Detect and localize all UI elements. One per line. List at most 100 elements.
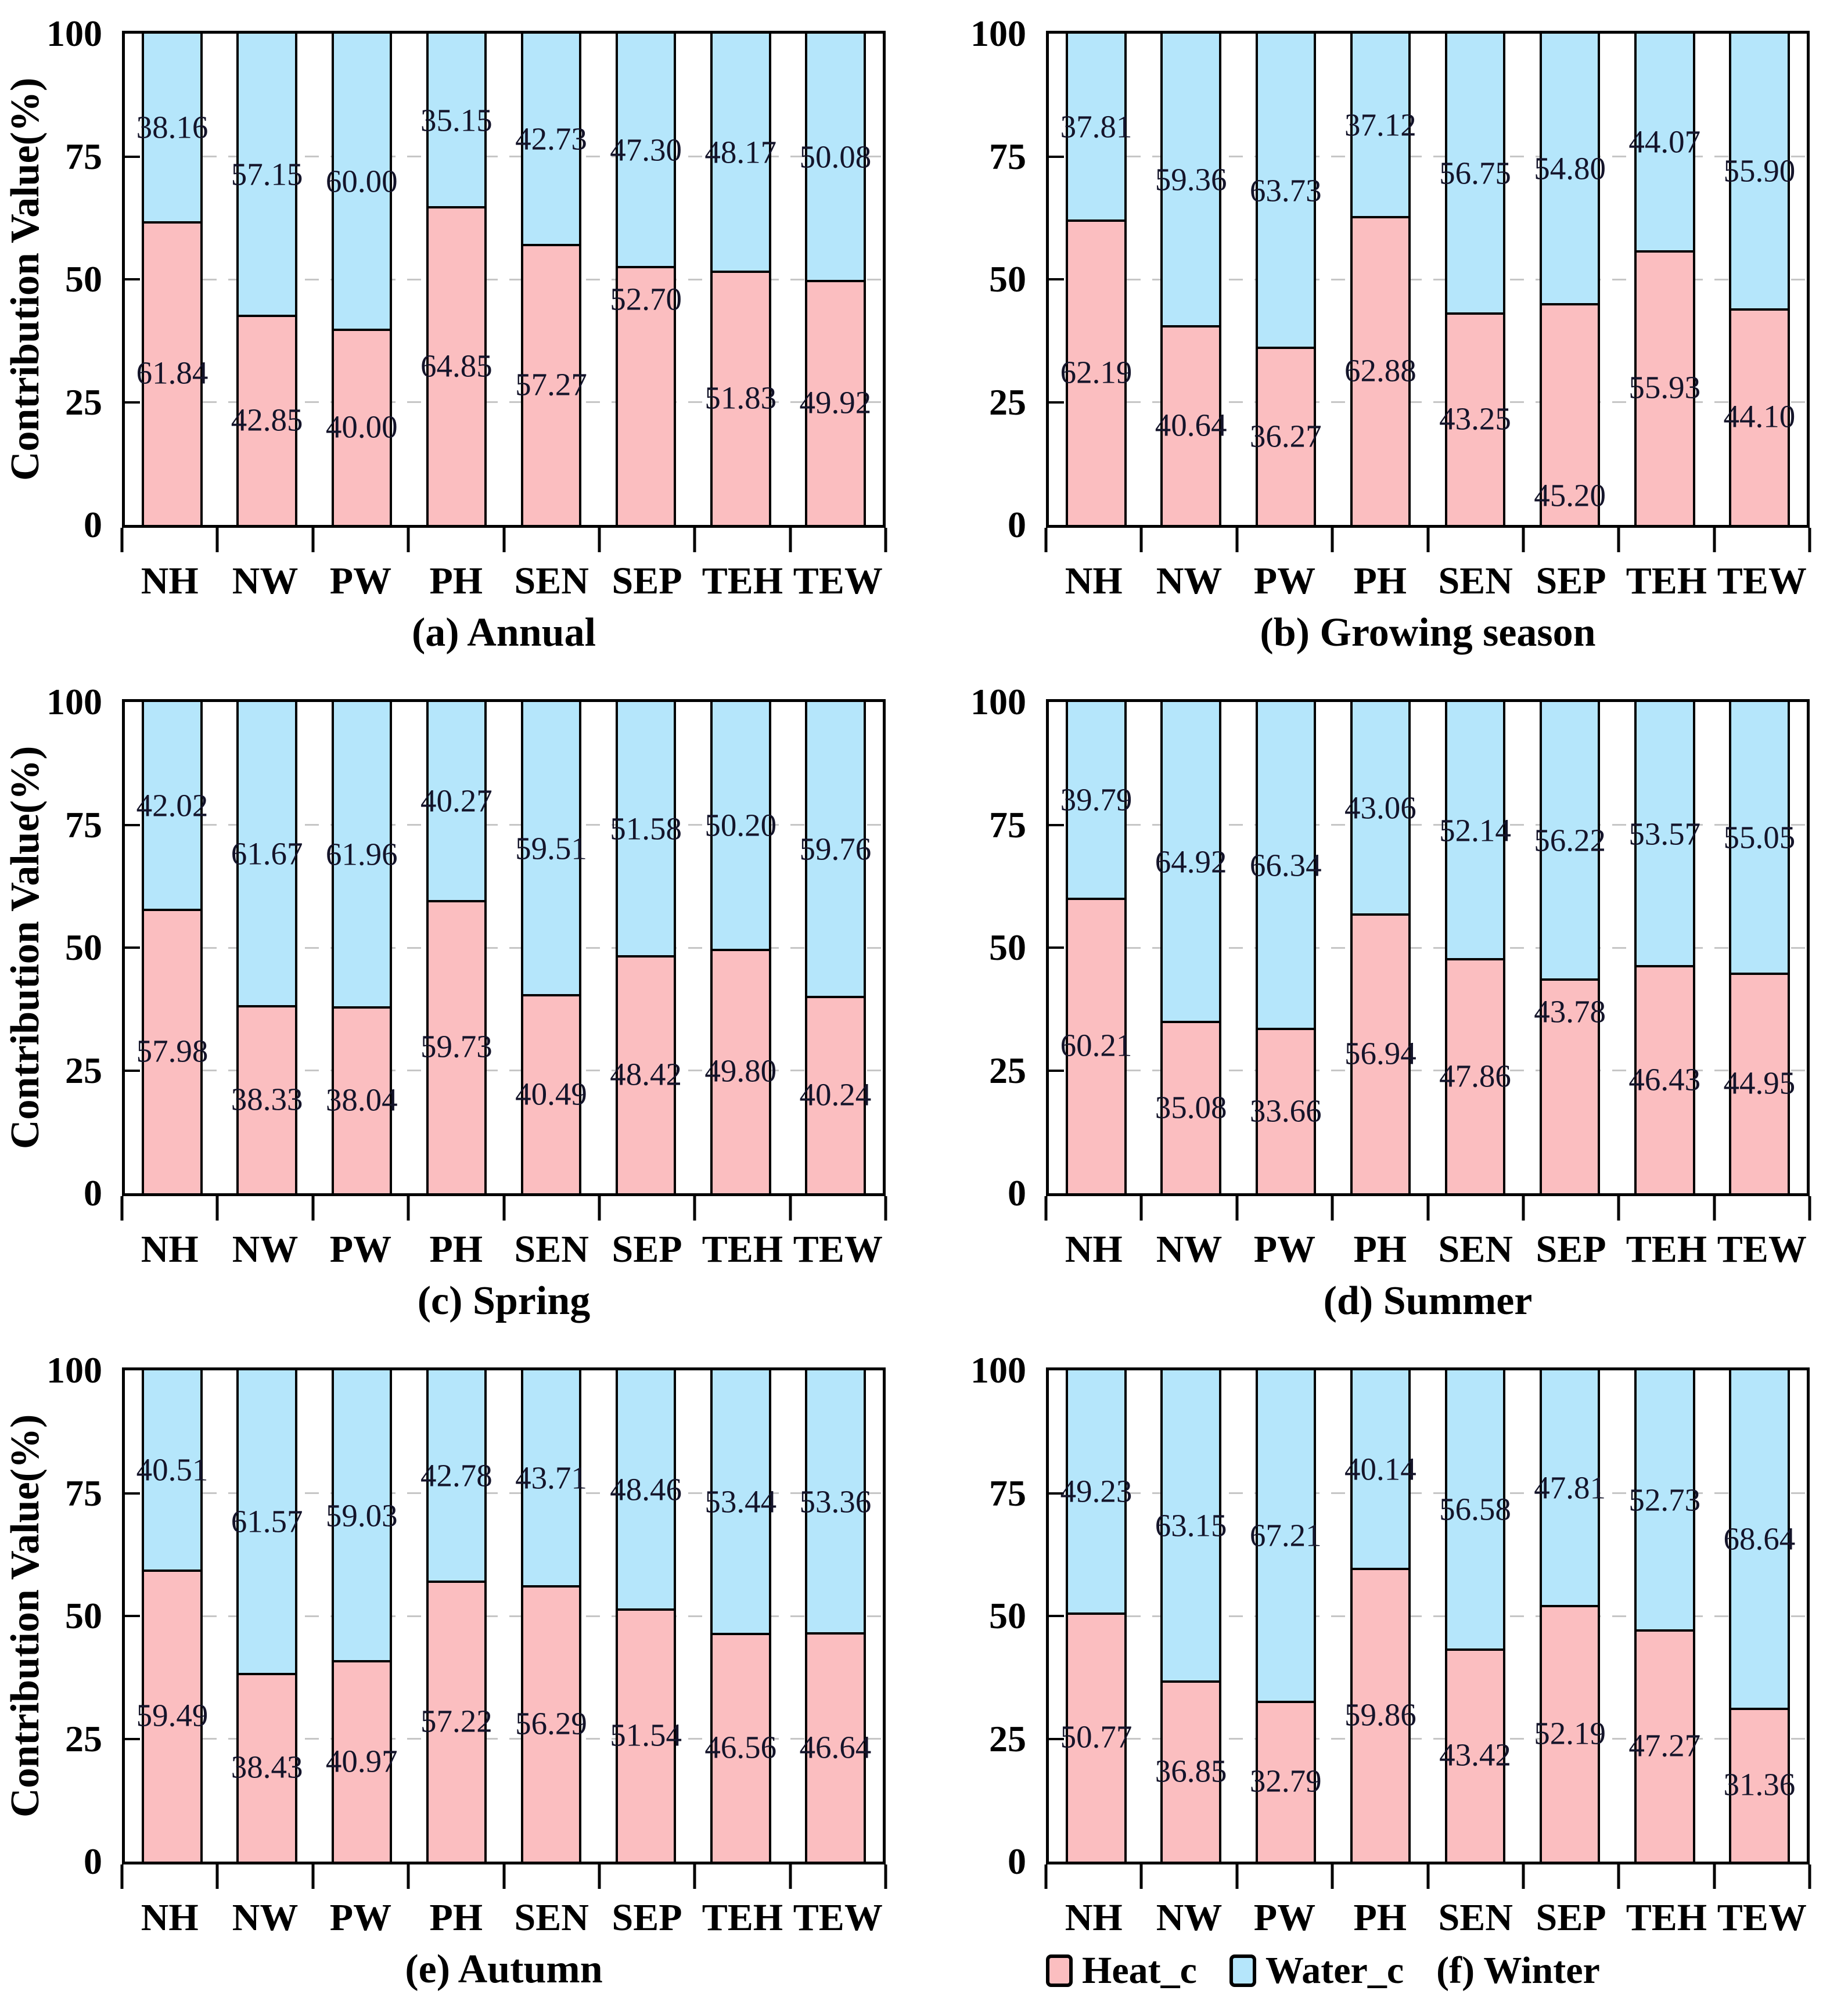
plot-column: 59.49 40.51 38.43 61.57 40.97 59.03 57.22 42.78… (120, 1337, 887, 1990)
gridline (126, 156, 882, 157)
bar: 35.08 64.92 (1155, 702, 1227, 1193)
y-tick-mark (125, 946, 140, 949)
subplot-caption: (c) Spring (417, 1279, 591, 1323)
bar-slot: 62.88 37.12 (1333, 34, 1428, 525)
y-tick-label: 100 (46, 1349, 102, 1391)
heat-value-label: 31.36 (1723, 1766, 1796, 1802)
x-tick-mark (120, 1864, 124, 1889)
bar-slot: 49.80 50.20 (693, 702, 788, 1193)
heat-value-label: 44.95 (1723, 1065, 1796, 1101)
bar-slot: 47.27 52.73 (1617, 1370, 1712, 1862)
heat-segment (144, 908, 200, 1193)
y-tick-label: 50 (989, 927, 1026, 968)
x-tick-mark (215, 528, 219, 552)
heat-segment (1068, 1612, 1124, 1862)
heat-segment (239, 1005, 295, 1193)
x-tick-mark (120, 528, 124, 552)
bar: 36.85 63.15 (1155, 1370, 1227, 1862)
x-tick-mark (884, 1864, 887, 1889)
category-label: PH (429, 1228, 483, 1270)
x-tick-mark (502, 528, 505, 552)
bar-slot: 42.85 57.15 (220, 34, 314, 525)
y-tick-label: 25 (989, 381, 1026, 423)
bar: 43.42 56.58 (1439, 1370, 1511, 1862)
heat-segment (1541, 303, 1598, 525)
heat-value-label: 44.10 (1723, 398, 1796, 434)
bar: 43.78 56.22 (1534, 702, 1606, 1193)
water-value-label: 49.23 (1060, 1473, 1132, 1509)
bars-layer: 50.77 49.23 36.85 63.15 32.79 67.21 59.86 40.14… (1049, 1370, 1807, 1862)
y-tick-mark (1049, 1492, 1064, 1495)
y-axis-title: Contribution Value(%) (3, 746, 48, 1150)
bar: 42.85 57.15 (231, 34, 303, 525)
category-label: NH (1065, 1896, 1123, 1939)
x-tick-mark (1139, 528, 1143, 552)
water-value-label: 55.90 (1723, 153, 1796, 189)
gridline (1050, 824, 1806, 826)
heat-segment (239, 314, 295, 525)
bar: 57.22 42.78 (420, 1370, 492, 1862)
category-label: NH (1065, 1228, 1123, 1270)
x-tick-mark (502, 1864, 505, 1889)
x-axis-ticks (120, 1196, 887, 1222)
x-axis-ticks (1044, 1196, 1811, 1222)
heat-segment (1447, 1648, 1504, 1862)
water-value-label: 53.36 (799, 1484, 872, 1520)
heat-segment (1731, 1707, 1788, 1862)
category-label: PH (1353, 1896, 1407, 1939)
subplot-caption: (f) Winter (1436, 1949, 1600, 1992)
bar-slot: 64.85 35.15 (409, 34, 504, 525)
heat-value-label: 40.49 (515, 1076, 587, 1112)
bar: 33.66 66.34 (1250, 702, 1322, 1193)
heat-value-label: 52.70 (610, 281, 682, 317)
heat-value-label: 49.92 (799, 384, 872, 420)
bar: 45.20 54.80 (1534, 34, 1606, 525)
bar: 46.64 53.36 (800, 1370, 871, 1862)
x-tick-mark (1331, 528, 1334, 552)
heat-value-label: 40.64 (1155, 407, 1227, 443)
gridline (1050, 946, 1806, 949)
bar-slot: 56.29 43.71 (504, 1370, 599, 1862)
bar: 40.64 59.36 (1155, 34, 1227, 525)
heat-segment (1257, 347, 1314, 525)
plot-column: 61.84 38.16 42.85 57.15 40.00 60.00 64.85 35.15… (120, 0, 887, 653)
y-tick-label: 50 (65, 927, 102, 968)
category-label: NW (232, 1228, 299, 1270)
bar-slot: 51.54 48.46 (599, 1370, 693, 1862)
water-value-label: 40.51 (136, 1452, 208, 1488)
x-tick-mark (407, 1864, 410, 1889)
heat-value-label: 47.86 (1439, 1058, 1511, 1094)
category-label: PW (329, 560, 392, 602)
bar-slot: 49.92 50.08 (788, 34, 883, 525)
water-value-label: 37.81 (1060, 109, 1132, 145)
heat-value-label: 55.93 (1628, 369, 1701, 405)
category-label: SEN (514, 1896, 589, 1939)
legend-swatch-water (1229, 1954, 1256, 1987)
heat-value-label: 40.97 (325, 1743, 398, 1779)
bar-slot: 38.33 61.67 (220, 702, 314, 1193)
y-tick-mark (1049, 1615, 1064, 1617)
plot-area: 62.19 37.81 40.64 59.36 36.27 63.73 62.88 37.12… (1046, 31, 1810, 528)
category-label: NW (232, 1896, 299, 1939)
category-label: TEW (793, 1228, 883, 1270)
y-tick-label: 100 (970, 681, 1026, 722)
heat-segment (144, 1569, 200, 1862)
bars-layer: 59.49 40.51 38.43 61.57 40.97 59.03 57.22 42.78… (125, 1370, 883, 1862)
x-tick-mark (1044, 1196, 1048, 1221)
plot-area: 59.49 40.51 38.43 61.57 40.97 59.03 57.22 42.78… (122, 1367, 886, 1864)
gridline (1050, 278, 1806, 280)
water-value-label: 42.02 (136, 787, 208, 823)
x-tick-mark (1426, 1864, 1429, 1889)
heat-segment (239, 1672, 295, 1862)
gridline (126, 401, 882, 403)
heat-value-label: 48.42 (610, 1056, 682, 1092)
gridline (126, 1615, 882, 1617)
x-tick-mark (311, 528, 315, 552)
bar-slot: 35.08 64.92 (1144, 702, 1238, 1193)
y-tick-label: 0 (84, 504, 102, 545)
gridline (126, 946, 882, 949)
y-tick-mark (1049, 155, 1064, 158)
heat-value-label: 36.85 (1155, 1753, 1227, 1789)
bars-layer: 57.98 42.02 38.33 61.67 38.04 61.96 59.73 40.27… (125, 702, 883, 1193)
water-value-label: 47.30 (610, 132, 682, 168)
